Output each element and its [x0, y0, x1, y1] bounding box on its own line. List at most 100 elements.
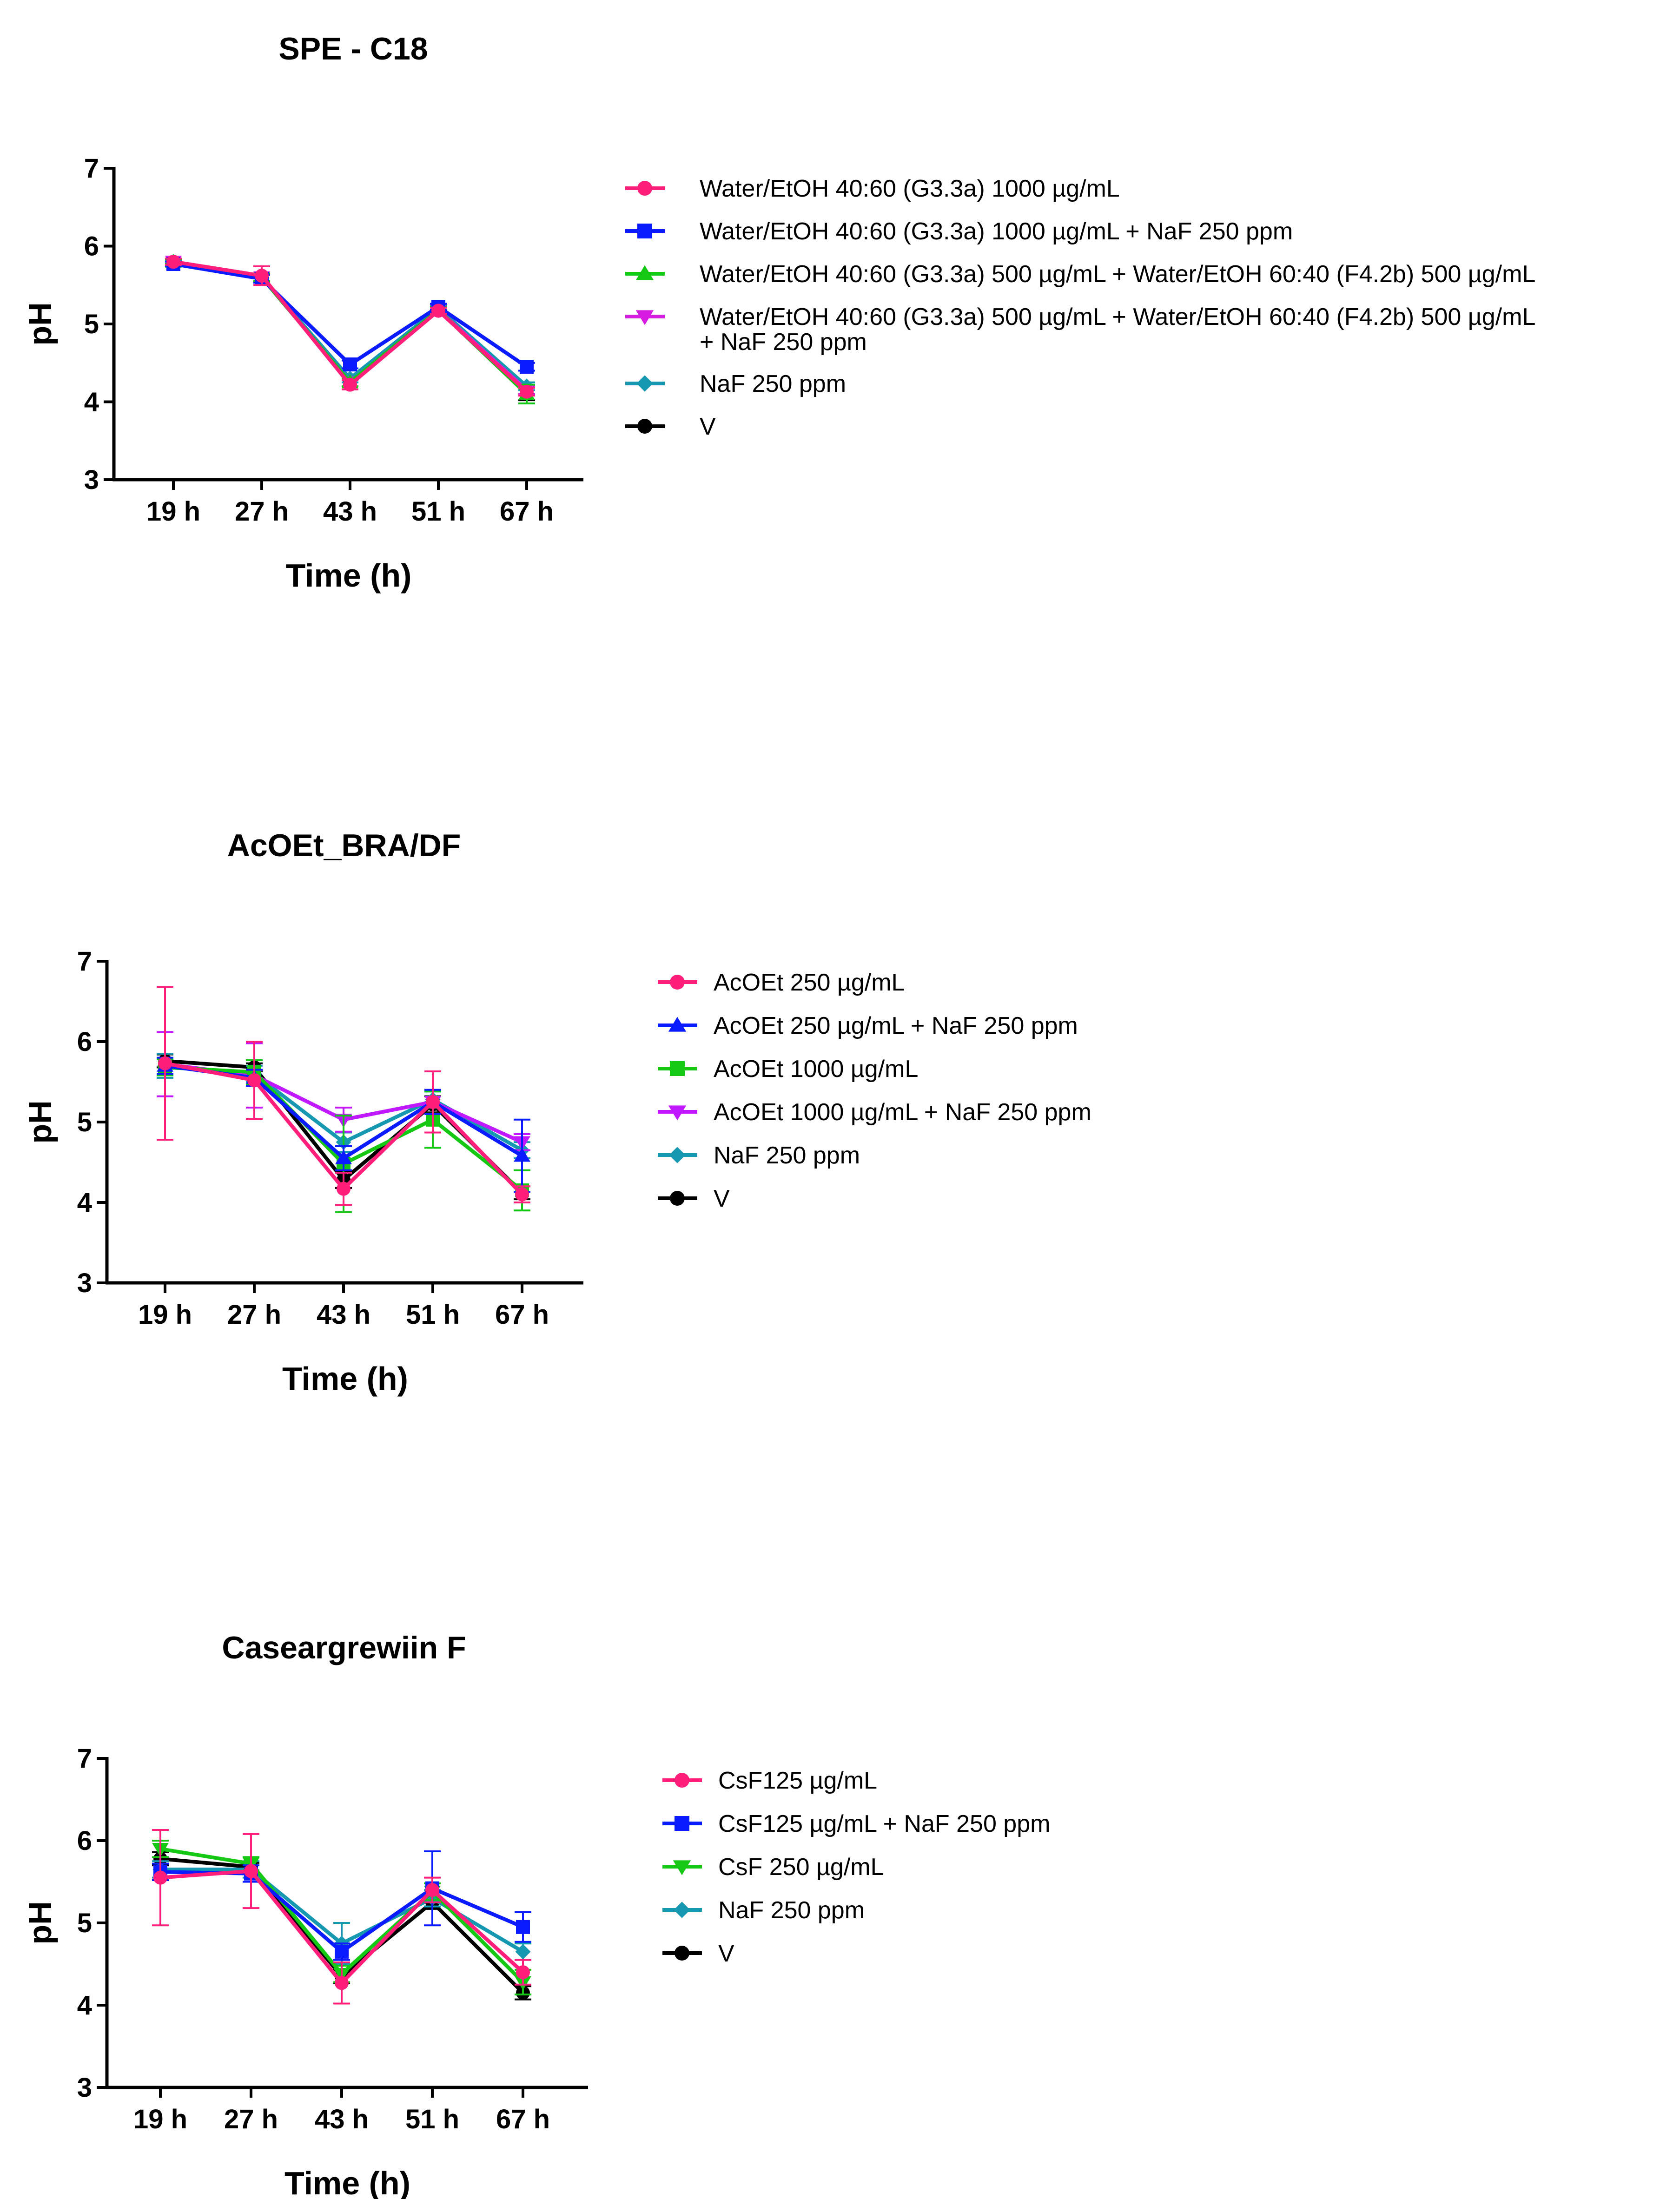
legend-item: Water/EtOH 40:60 (G3.3a) 500 µg/mL + Wat…: [625, 304, 1535, 356]
y-axis-label: pH: [22, 302, 58, 345]
legend-marker: [675, 1816, 689, 1831]
y-tick-label: 4: [77, 1990, 92, 2021]
legend-item: CsF125 µg/mL: [662, 1767, 877, 1794]
chart-2: AcOEt_BRA/DF 3 4 5 6 7 19 h 27 h 43 h 51 h 67 h Tim…: [22, 828, 1091, 1397]
legend-label-line: NaF 250 ppm: [700, 370, 846, 397]
legend-label-line: NaF 250 ppm: [718, 1897, 865, 1924]
legend: CsF125 µg/mL CsF125 µg/mL + NaF 250 ppm Cs…: [662, 1767, 1050, 1967]
legend-label-line: Water/EtOH 40:60 (G3.3a) 500 µg/mL + Wat…: [700, 261, 1535, 288]
x-tick-label: 27 h: [224, 2104, 278, 2134]
y-tick-label: 3: [84, 465, 99, 495]
data-point: [431, 304, 445, 318]
data-point: [515, 1944, 531, 1960]
legend-label: AcOEt 1000 µg/mL + NaF 250 ppm: [714, 1099, 1091, 1126]
legend-label: Water/EtOH 40:60 (G3.3a) 500 µg/mL + Wat…: [700, 304, 1535, 356]
legend-label-line: AcOEt 250 µg/mL: [714, 969, 905, 996]
legend-label: CsF125 µg/mL: [718, 1767, 877, 1794]
x-tick-label: 43 h: [323, 496, 377, 527]
y-tick-label: 6: [84, 231, 99, 262]
x-tick-label: 19 h: [138, 1300, 192, 1330]
legend-label-line: Water/EtOH 40:60 (G3.3a) 1000 µg/mL: [700, 175, 1120, 202]
data-point: [337, 1182, 351, 1196]
legend-marker: [636, 375, 653, 392]
legend-label: V: [700, 413, 716, 440]
series-6: [157, 986, 530, 1206]
legend-marker: [635, 310, 654, 325]
legend-item: AcOEt 1000 µg/mL: [658, 1056, 918, 1083]
y-tick-label: 3: [77, 1268, 92, 1298]
x-tick-label: 43 h: [315, 2104, 369, 2134]
legend-label: Water/EtOH 40:60 (G3.3a) 500 µg/mL + Wat…: [700, 261, 1535, 288]
x-tick-label: 43 h: [317, 1300, 370, 1330]
data-point: [426, 1095, 440, 1109]
legend-label-line: + NaF 250 ppm: [700, 329, 867, 356]
data-point: [166, 255, 180, 269]
legend-label: NaF 250 ppm: [714, 1142, 860, 1169]
x-axis-label: Time (h): [286, 557, 412, 594]
legend-label: NaF 250 ppm: [718, 1897, 865, 1924]
legend-marker: [670, 975, 685, 990]
legend-label-line: AcOEt 1000 µg/mL + NaF 250 ppm: [714, 1099, 1091, 1126]
legend-label-line: V: [700, 413, 716, 440]
x-tick-label: 51 h: [405, 2104, 459, 2134]
data-point: [153, 1870, 167, 1885]
legend-label-line: AcOEt 1000 µg/mL: [714, 1056, 918, 1083]
legend-label: AcOEt 250 µg/mL + NaF 250 ppm: [714, 1012, 1078, 1039]
y-tick-label: 4: [77, 1188, 92, 1218]
legend-label: CsF 250 µg/mL: [718, 1854, 884, 1881]
y-tick-label: 7: [77, 946, 92, 977]
legend: Water/EtOH 40:60 (G3.3a) 1000 µg/mL Water…: [625, 175, 1535, 440]
data-point: [520, 360, 534, 374]
y-tick-label: 4: [84, 387, 99, 417]
x-tick-label: 67 h: [496, 2104, 550, 2134]
data-point: [335, 1150, 352, 1164]
legend-label-line: CsF 250 µg/mL: [718, 1854, 884, 1881]
legend-label: V: [718, 1940, 734, 1967]
legend-marker: [668, 1105, 687, 1121]
y-tick-label: 6: [77, 1027, 92, 1057]
legend-item: V: [662, 1940, 734, 1967]
x-axis-label: Time (h): [282, 1360, 408, 1397]
legend-marker: [670, 1191, 685, 1206]
chart-title: SPE - C18: [278, 31, 428, 66]
legend-marker: [635, 265, 654, 280]
legend-label-line: V: [718, 1940, 734, 1967]
y-tick-label: 6: [77, 1826, 92, 1856]
x-tick-label: 19 h: [146, 496, 200, 527]
data-point: [244, 1864, 258, 1878]
legend-label-line: AcOEt 250 µg/mL + NaF 250 ppm: [714, 1012, 1078, 1039]
legend-item: V: [658, 1185, 730, 1212]
legend-label-line: V: [714, 1185, 730, 1212]
legend-item: AcOEt 1000 µg/mL + NaF 250 ppm: [658, 1099, 1091, 1126]
y-tick-label: 5: [84, 309, 99, 339]
legend-marker: [637, 181, 652, 196]
legend-item: NaF 250 ppm: [625, 370, 846, 397]
x-tick-label: 67 h: [495, 1300, 549, 1330]
legend-label-line: NaF 250 ppm: [714, 1142, 860, 1169]
x-tick-label: 19 h: [133, 2104, 187, 2134]
legend: AcOEt 250 µg/mL AcOEt 250 µg/mL + NaF 250…: [658, 969, 1091, 1212]
legend-marker: [675, 1773, 689, 1788]
x-tick-label: 51 h: [411, 496, 465, 527]
data-point: [425, 1883, 439, 1897]
series-5: [152, 1829, 531, 2005]
data-point: [335, 1944, 349, 1959]
legend-label: CsF125 µg/mL + NaF 250 ppm: [718, 1810, 1050, 1837]
series-line: [173, 262, 528, 369]
x-tick-label: 51 h: [406, 1300, 460, 1330]
series-6: [165, 255, 535, 399]
legend-label-line: CsF125 µg/mL: [718, 1767, 877, 1794]
data-point: [343, 357, 357, 372]
legend-label: AcOEt 250 µg/mL: [714, 969, 905, 996]
legend-item: Water/EtOH 40:60 (G3.3a) 500 µg/mL + Wat…: [625, 261, 1535, 288]
legend-label: AcOEt 1000 µg/mL: [714, 1056, 918, 1083]
data-point: [516, 1920, 530, 1934]
legend-item: NaF 250 ppm: [658, 1142, 860, 1169]
data-point: [335, 1976, 349, 1990]
legend-marker: [675, 1946, 689, 1961]
data-point: [255, 269, 269, 283]
legend-item: Water/EtOH 40:60 (G3.3a) 1000 µg/mL: [625, 175, 1120, 202]
legend-marker: [668, 1017, 687, 1032]
chart-3: Caseargrewiin F 3 4 5 6 7 19 h 27 h 43 h 51 h 67 h…: [22, 1630, 1050, 2199]
